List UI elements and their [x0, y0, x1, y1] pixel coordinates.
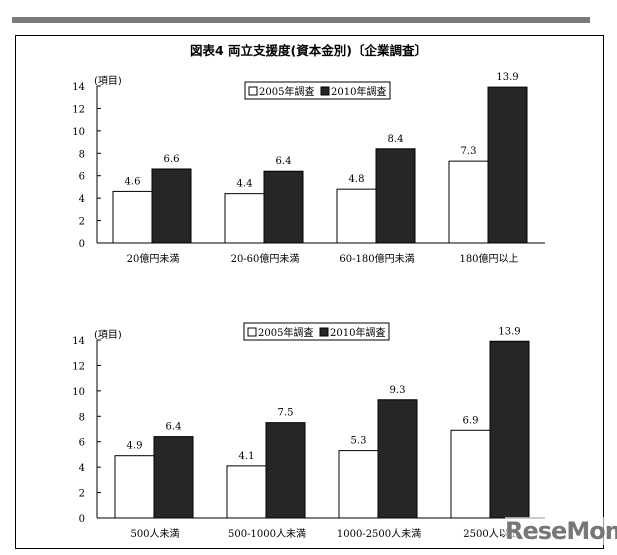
x-category-label: 500人未満 [130, 528, 179, 540]
figure-frame [15, 35, 604, 549]
bar-data-label: 6.4 [166, 422, 182, 433]
bar-data-label: 4.1 [239, 451, 255, 462]
bar-data-label: 9.3 [390, 385, 406, 396]
legend-label: 2005年調査 [258, 326, 313, 339]
y-tick-label: 6 [79, 438, 85, 449]
bar-data-label: 5.3 [351, 436, 367, 447]
y-tick-label: 0 [79, 514, 85, 525]
x-category-label: 1000-2500人未満 [337, 528, 421, 540]
legend-swatch [248, 86, 258, 96]
legend-swatch [320, 86, 330, 96]
bar-2010年調査 [263, 170, 304, 244]
bar-2010年調査 [487, 86, 528, 244]
bar-2005年調査 [448, 160, 489, 244]
y-tick-label: 8 [79, 412, 85, 423]
y-tick-label: 2 [79, 217, 85, 228]
bar-2005年調査 [338, 450, 379, 519]
bar-2010年調査 [375, 148, 416, 244]
y-axis-unit-label: (項目) [94, 75, 122, 87]
legend-box [244, 81, 391, 100]
bar-2010年調査 [265, 422, 306, 519]
bar-2005年調査 [224, 193, 265, 244]
legend-box [243, 322, 390, 341]
y-tick-label: 10 [72, 387, 85, 398]
legend-label: 2010年調査 [331, 85, 386, 98]
y-tick-label: 8 [79, 149, 85, 160]
x-category-label: 20-60億円未満 [231, 252, 300, 265]
x-category-label: 180億円以上 [459, 252, 518, 265]
bar-data-label: 6.6 [164, 154, 180, 165]
bar-2005年調査 [336, 188, 377, 244]
y-tick-label: 12 [72, 361, 85, 372]
header-divider-bar [12, 17, 590, 23]
bar-data-label: 6.9 [463, 415, 479, 426]
bar-2005年調査 [226, 465, 267, 519]
y-tick-label: 10 [72, 127, 85, 138]
x-category-label: 2500人以上 [463, 528, 518, 540]
y-tick-label: 6 [79, 172, 85, 183]
bar-data-label: 7.5 [278, 408, 294, 419]
y-tick-label: 4 [79, 194, 85, 205]
bar-2005年調査 [112, 190, 153, 244]
bar-2010年調査 [489, 340, 530, 519]
resemom-watermark-logo: ReseMom [505, 517, 617, 545]
legend-swatch [319, 327, 329, 337]
bar-data-label: 4.8 [349, 174, 365, 185]
legend-label: 2005年調査 [259, 85, 314, 98]
y-tick-label: 0 [79, 239, 85, 250]
x-category-label: 20億円未満 [127, 252, 180, 265]
legend-label: 2010年調査 [330, 326, 385, 339]
y-tick-label: 2 [79, 489, 85, 500]
bar-2005年調査 [450, 429, 491, 519]
bar-data-label: 6.4 [276, 156, 292, 167]
y-tick-label: 12 [72, 104, 85, 115]
bar-data-label: 8.4 [388, 134, 404, 145]
bar-2010年調査 [151, 168, 192, 244]
bar-data-label: 13.9 [498, 326, 520, 337]
x-category-label: 500-1000人未満 [228, 528, 306, 540]
x-category-label: 60-180億円未満 [339, 252, 414, 265]
bar-data-label: 7.3 [461, 146, 477, 157]
legend-swatch [247, 327, 257, 337]
bar-data-label: 13.9 [496, 72, 518, 83]
bar-2005年調査 [114, 455, 155, 519]
bar-data-label: 4.6 [125, 176, 141, 187]
bar-data-label: 4.4 [237, 179, 253, 190]
y-tick-label: 14 [72, 336, 85, 347]
y-tick-label: 14 [72, 82, 85, 93]
bar-2010年調査 [377, 399, 418, 519]
y-axis-unit-label: (項目) [94, 329, 122, 341]
bar-2010年調査 [153, 436, 194, 519]
bar-data-label: 4.9 [127, 441, 143, 452]
y-tick-label: 4 [79, 463, 85, 474]
chart-title: 図表4 両立支援度(資本金別)〔企業調査〕 [190, 43, 427, 58]
